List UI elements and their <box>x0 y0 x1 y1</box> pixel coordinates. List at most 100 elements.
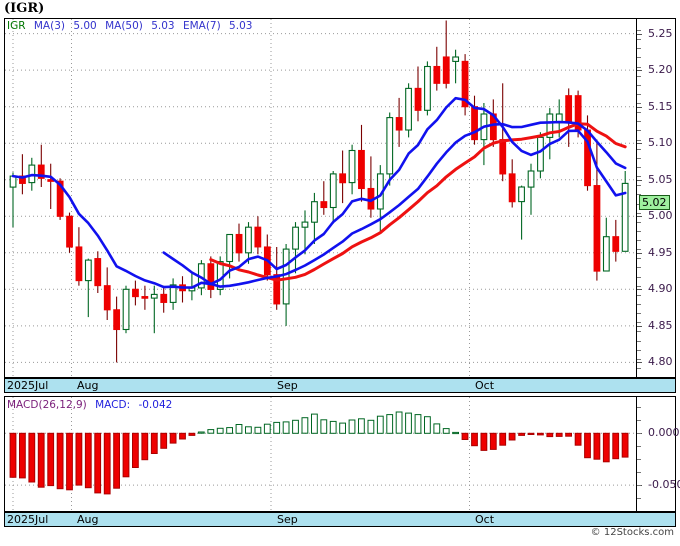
price-tick <box>637 325 642 327</box>
price-tick-label: 5.05 <box>648 172 673 186</box>
price-tick-label: 5.15 <box>648 99 673 113</box>
legend-ma3-value: 5.00 <box>73 20 97 32</box>
price-minor-tick <box>637 66 641 68</box>
price-tick <box>637 289 642 291</box>
legend-ema7-key: EMA(7) <box>182 20 221 32</box>
macd-name: MACD(26,12,9) <box>7 399 87 411</box>
macd-key: MACD: <box>95 399 131 411</box>
price-tick-label: 4.90 <box>648 282 673 296</box>
price-minor-tick <box>637 103 641 104</box>
date-label-2025jul: 2025Jul <box>7 379 49 392</box>
macd-minor-tick <box>637 459 641 461</box>
price-minor-tick <box>637 367 641 369</box>
date-label-sep: Sep <box>277 379 298 392</box>
macd-histogram-svg <box>5 397 636 511</box>
price-minor-tick <box>637 358 641 360</box>
price-minor-tick <box>637 48 641 50</box>
legend-ma3-key: MA(3) <box>33 20 65 32</box>
price-minor-tick <box>637 39 641 41</box>
price-minor-tick <box>637 166 641 168</box>
price-minor-tick <box>637 148 641 150</box>
price-minor-tick <box>637 331 641 333</box>
price-minor-tick <box>637 267 641 269</box>
price-minor-tick <box>637 294 641 296</box>
macd-tick-label: -0.050 <box>648 478 680 492</box>
price-minor-tick <box>637 93 641 95</box>
macd-minor-tick <box>637 472 641 474</box>
price-minor-tick <box>637 276 641 278</box>
macd-axis: 0.000 -0.050 <box>636 397 680 511</box>
legend-ma50-key: MA(50) <box>105 20 143 32</box>
price-tick <box>637 70 642 72</box>
price-tick <box>637 106 642 108</box>
price-tick-label: 5.10 <box>648 136 673 150</box>
price-minor-tick <box>637 112 641 114</box>
macd-minor-tick <box>637 407 641 409</box>
watermark: © 12Stocks.com <box>590 527 674 538</box>
macd-value: -0.042 <box>138 399 173 411</box>
price-tick <box>637 252 642 254</box>
macd-legend: MACD(26,12,9) MACD: -0.042 <box>7 399 177 411</box>
price-minor-tick <box>637 258 641 260</box>
price-candlestick-svg <box>5 19 636 377</box>
price-tick <box>637 362 642 364</box>
price-minor-tick <box>637 157 641 159</box>
legend-ma50-value: 5.03 <box>151 20 175 32</box>
macd-minor-tick <box>637 433 641 435</box>
price-tick-label: 4.85 <box>648 318 673 332</box>
price-minor-tick <box>637 30 641 31</box>
price-tick-label: 4.80 <box>648 355 673 369</box>
price-tick <box>637 33 642 35</box>
current-price-tag: 5.02 <box>639 194 670 210</box>
price-minor-tick <box>637 349 641 351</box>
price-minor-tick <box>637 240 641 241</box>
price-minor-tick <box>637 121 641 123</box>
legend-symbol: IGR <box>7 20 26 32</box>
date-axis-top: 2025Jul Aug Sep Oct <box>4 378 676 393</box>
price-tick <box>637 179 642 181</box>
price-legend: IGR MA(3) 5.00 MA(50) 5.03 EMA(7) 5.03 <box>7 20 257 32</box>
price-minor-tick <box>637 176 641 178</box>
date-axis-bottom: 2025Jul Aug Sep Oct <box>4 512 676 527</box>
price-minor-tick <box>637 285 641 287</box>
date-label-aug: Aug <box>77 379 99 392</box>
price-minor-tick <box>637 221 641 223</box>
price-minor-tick <box>637 322 641 324</box>
price-minor-tick <box>637 139 641 141</box>
price-minor-tick <box>637 75 641 77</box>
price-minor-tick <box>637 84 641 86</box>
date-label-2025jul: 2025Jul <box>7 513 49 526</box>
price-tick-label: 5.25 <box>648 26 673 40</box>
price-minor-tick <box>637 313 641 315</box>
macd-plot-area[interactable] <box>5 397 636 511</box>
price-minor-tick <box>637 249 641 251</box>
price-tick <box>637 143 642 145</box>
price-minor-tick <box>637 130 641 132</box>
macd-panel: 0.000 -0.050 <box>4 396 680 512</box>
price-tick-label: 4.95 <box>648 245 673 259</box>
macd-minor-tick <box>637 485 641 487</box>
price-minor-tick <box>637 230 641 232</box>
date-label-oct: Oct <box>475 513 495 526</box>
price-tick <box>637 216 642 218</box>
date-label-oct: Oct <box>475 379 495 392</box>
macd-minor-tick <box>637 446 641 448</box>
price-minor-tick <box>637 57 641 59</box>
price-minor-tick <box>637 212 641 214</box>
date-label-aug: Aug <box>77 513 99 526</box>
price-plot-area[interactable] <box>5 19 636 377</box>
price-tick-label: 5.00 <box>648 209 673 223</box>
date-label-sep: Sep <box>277 513 298 526</box>
price-tick-label: 5.20 <box>648 63 673 77</box>
macd-minor-tick <box>637 420 641 422</box>
macd-minor-tick <box>637 498 641 499</box>
price-minor-tick <box>637 303 641 305</box>
macd-tick-label: 0.000 <box>648 426 680 440</box>
price-minor-tick <box>637 185 641 187</box>
legend-ema7-value: 5.03 <box>229 20 253 32</box>
page-title: (IGR) <box>4 1 45 16</box>
price-minor-tick <box>637 340 641 342</box>
price-axis: 4.80 4.85 4.90 4.95 5.00 5.05 5.10 5.15 5.20 5.25… <box>636 19 676 377</box>
price-chart-panel: 4.80 4.85 4.90 4.95 5.00 5.05 5.10 5.15 5.20 5.25… <box>4 18 676 378</box>
